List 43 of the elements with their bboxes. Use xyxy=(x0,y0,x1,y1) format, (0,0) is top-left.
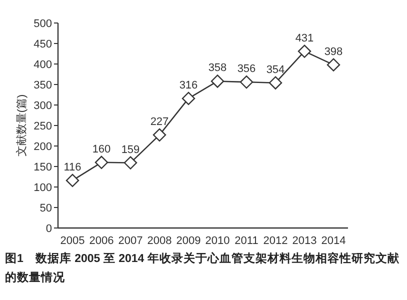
y-tick-label: 300 xyxy=(34,100,52,112)
y-tick-label: 500 xyxy=(34,18,52,30)
x-tick-label: 2006 xyxy=(89,235,114,247)
x-tick-label: 2013 xyxy=(292,235,317,247)
point xyxy=(66,174,80,188)
data-label: 354 xyxy=(266,64,285,76)
y-tick-label: 0 xyxy=(46,223,52,235)
point xyxy=(124,156,138,170)
data-label: 227 xyxy=(150,116,169,128)
x-tick-label: 2007 xyxy=(118,235,143,247)
y-tick-label: 350 xyxy=(34,80,52,92)
y-tick-label: 450 xyxy=(34,38,52,50)
data-label: 316 xyxy=(179,79,198,92)
data-label: 431 xyxy=(295,32,314,44)
point xyxy=(210,74,224,88)
x-tick-label: 2010 xyxy=(205,235,230,247)
x-tick-label: 2005 xyxy=(60,235,85,247)
x-tick-label: 2012 xyxy=(263,235,288,247)
x-tick-label: 2011 xyxy=(234,235,258,247)
y-tick-label: 200 xyxy=(34,141,52,153)
point xyxy=(268,76,282,90)
caption: 图1 数据库 2005 至 2014 年收录关于心血管支架材料生物相容性研究文献的数量情况 xyxy=(5,251,400,284)
data-label: 358 xyxy=(208,62,227,74)
y-tick-label: 150 xyxy=(34,162,52,174)
y-axis-title: 文献数量(篇) xyxy=(15,94,28,157)
y-tick-label: 100 xyxy=(34,182,52,194)
data-label: 398 xyxy=(324,46,343,58)
x-tick-label: 2009 xyxy=(176,235,201,247)
y-tick-label: 50 xyxy=(40,202,52,214)
point xyxy=(94,156,108,169)
data-label: 159 xyxy=(121,144,140,156)
x-tick-label: 2008 xyxy=(147,235,172,247)
point xyxy=(152,128,166,142)
y-tick-label: 400 xyxy=(34,59,52,71)
point xyxy=(240,75,254,89)
data-label: 160 xyxy=(92,143,111,156)
point xyxy=(326,58,340,72)
data-label: 116 xyxy=(64,161,82,174)
point xyxy=(298,44,312,58)
point xyxy=(182,92,196,106)
data-label: 356 xyxy=(237,63,256,76)
y-tick-label: 250 xyxy=(34,120,52,132)
x-tick-label: 2014 xyxy=(321,235,346,247)
